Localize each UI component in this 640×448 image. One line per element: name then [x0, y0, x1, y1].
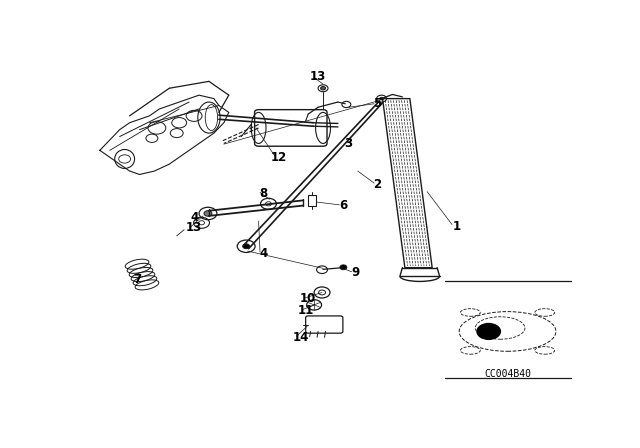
- Circle shape: [476, 323, 501, 340]
- Text: 4: 4: [190, 211, 198, 224]
- Text: 13: 13: [186, 221, 202, 234]
- Text: 10: 10: [300, 292, 316, 305]
- Text: 5: 5: [374, 97, 381, 110]
- Circle shape: [243, 244, 250, 249]
- Text: CC004B40: CC004B40: [484, 369, 531, 379]
- Circle shape: [340, 265, 347, 270]
- Text: 8: 8: [259, 187, 268, 200]
- Text: 3: 3: [344, 137, 352, 150]
- Text: 14: 14: [292, 331, 309, 344]
- Text: 1: 1: [453, 220, 461, 233]
- Text: 13: 13: [310, 70, 326, 83]
- Circle shape: [321, 86, 326, 90]
- Circle shape: [380, 97, 383, 100]
- Circle shape: [204, 211, 212, 216]
- Text: 2: 2: [374, 178, 381, 191]
- Text: 6: 6: [339, 199, 347, 212]
- Text: 4: 4: [259, 247, 268, 260]
- Text: 9: 9: [351, 266, 360, 279]
- Text: 11: 11: [298, 304, 314, 317]
- Text: 7: 7: [133, 273, 141, 286]
- Text: 12: 12: [270, 151, 287, 164]
